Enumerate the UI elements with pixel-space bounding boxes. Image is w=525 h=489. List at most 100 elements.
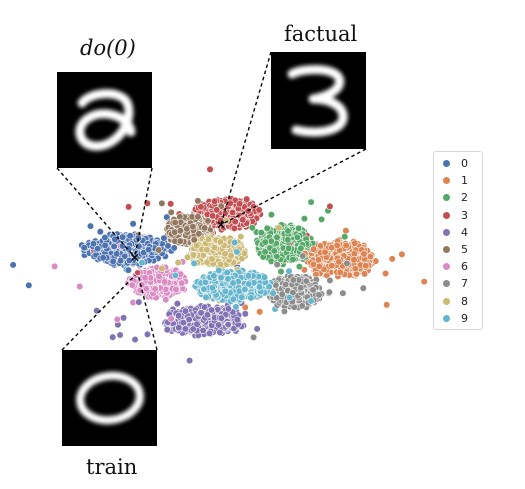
scatter-point-class-0 [110,242,118,250]
scatter-point-class-9 [229,295,237,303]
train-digit-image [62,350,157,446]
scatter-point-class-4 [181,307,190,315]
scatter-point-class-1 [309,245,318,253]
scatter-point-class-5 [201,224,209,232]
scatter-point-class-6 [76,282,84,291]
legend-item-0: 0 [434,155,482,172]
scatter-point-class-2 [300,215,308,223]
scatter-point-class-0 [129,220,137,228]
scatter-point-class-3 [167,200,175,208]
scatter-point-class-3 [236,200,244,208]
scatter-point-class-9 [231,238,239,247]
scatter-point-class-4 [224,321,232,329]
scatter-point-class-0 [9,261,17,269]
scatter-point-class-2 [284,227,292,235]
scatter-point-class-3 [239,216,247,224]
scatter-point-class-7 [250,333,258,341]
scatter-point-class-2 [318,215,326,223]
legend-swatch-4 [443,228,450,236]
scatter-point-class-6 [162,296,170,304]
scatter-point-class-2 [261,248,269,256]
scatter-point-class-4 [109,333,117,341]
scatter-point-class-0 [119,233,127,241]
scatter-point-class-1 [309,260,317,268]
scatter-point-class-9 [200,285,208,293]
scatter-point-class-9 [285,293,294,302]
scatter-point-class-0 [101,233,109,242]
scatter-point-class-7 [299,252,307,260]
scatter-point-class-6 [161,278,169,286]
legend-label-9: 9 [461,311,468,325]
scatter-point-class-4 [135,298,143,306]
do-zero-title: do(0) [80,36,136,60]
scatter-point-class-9 [210,272,218,280]
scatter-point-class-2 [285,244,293,252]
factual-callout-line-bottom [220,148,367,226]
scatter-point-class-0 [113,250,121,258]
scatter-point-class-2 [257,229,265,237]
do-digit-image [57,72,152,168]
scatter-point-class-0 [101,241,109,249]
scatter-point-class-0 [170,244,178,252]
scatter-point-class-7 [315,291,323,299]
scatter-point-class-0 [117,257,125,265]
scatter-point-class-1 [362,262,370,270]
scatter-point-class-7 [278,290,286,298]
scatter-point-class-8 [227,252,235,260]
scatter-point-class-5 [158,199,166,207]
scatter-point-class-2 [267,211,275,219]
scatter-point-class-7 [289,276,297,284]
scatter-point-class-0 [126,232,134,240]
scatter-point-class-4 [253,325,261,333]
scatter-point-class-4 [217,314,225,322]
legend-label-0: 0 [461,157,468,171]
scatter-point-class-1 [361,270,369,278]
scatter-point-class-8 [183,253,192,261]
scatter-point-class-9 [190,259,198,267]
scatter-point-class-7 [280,307,288,315]
scatter-point-class-2 [273,233,281,241]
legend-swatch-8 [443,297,450,305]
scatter-point-class-9 [244,272,253,280]
scatter-point-class-9 [307,297,315,305]
scatter-point-class-1 [333,241,341,249]
scatter-point-class-4 [116,331,124,339]
legend-swatch-5 [443,246,450,254]
scatter-point-class-9 [201,278,209,286]
legend-swatch-3 [443,211,450,219]
scatter-point-class-4 [173,300,181,308]
scatter-point-class-8 [174,259,182,267]
legend-label-7: 7 [461,277,468,291]
scatter-point-class-7 [326,276,334,284]
scatter-point-class-1 [300,266,308,274]
scatter-point-class-2 [261,238,269,246]
scatter-point-class-7 [309,286,317,294]
scatter-point-class-9 [238,293,246,301]
scatter-point-class-0 [164,242,172,250]
scatter-point-class-4 [120,314,128,322]
scatter-point-class-9 [233,248,241,256]
scatter-point-class-7 [273,261,281,269]
scatter-point-class-1 [336,268,344,276]
legend-item-1: 1 [434,172,482,189]
scatter-point-class-4 [163,326,171,334]
legend-item-5: 5 [434,241,482,258]
scatter-point-class-0 [124,266,132,274]
train-callout-line-left [61,272,139,351]
scatter-point-class-1 [328,262,336,270]
scatter-point-class-6 [113,315,121,323]
scatter-point-class-5 [183,225,191,233]
scatter-point-class-9 [171,271,179,279]
legend-item-6: 6 [434,258,482,275]
scatter-point-class-6 [178,279,186,287]
legend-label-5: 5 [461,243,468,257]
scatter-point-class-1 [256,308,264,316]
legend-item-2: 2 [434,189,482,206]
scatter-point-class-3 [206,165,214,173]
scatter-point-class-8 [204,235,213,243]
scatter-point-class-9 [255,283,264,291]
scatter-point-class-4 [224,305,232,313]
legend-label-6: 6 [461,260,468,274]
scatter-point-class-9 [269,289,277,297]
scatter-point-class-0 [109,257,117,265]
